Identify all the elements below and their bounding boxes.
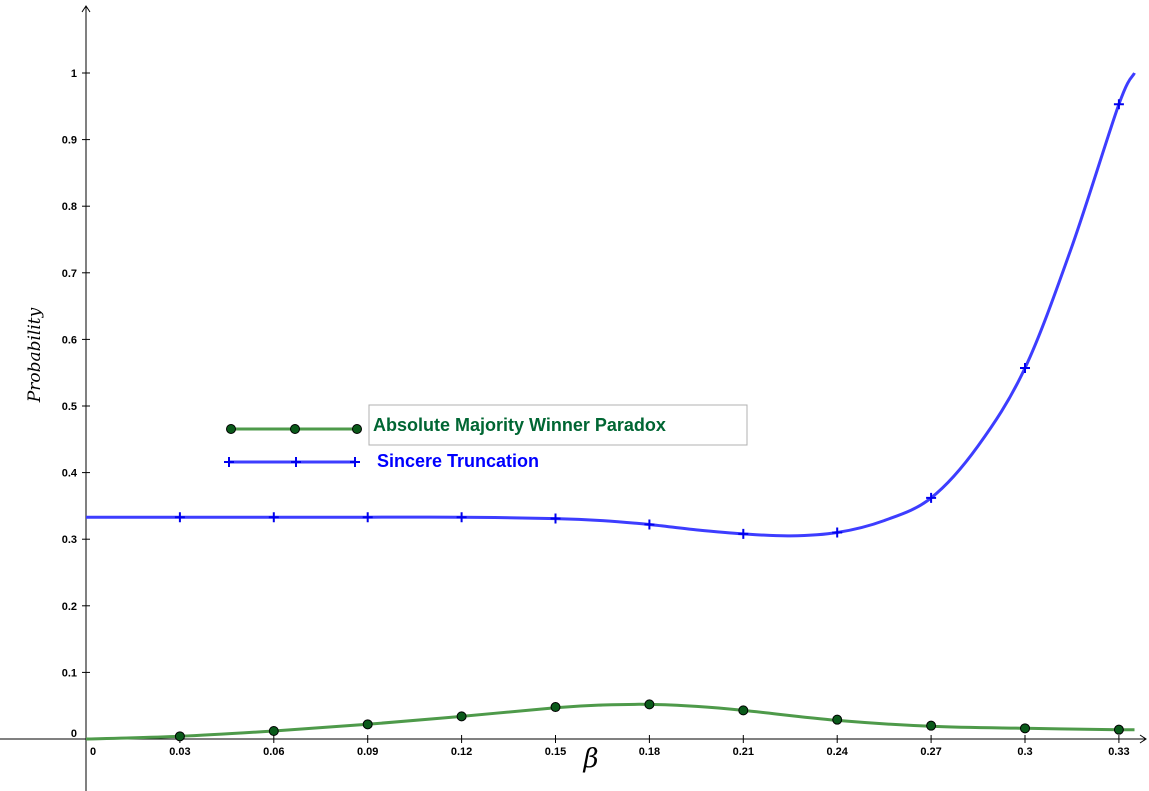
- y-tick-label: 0.2: [62, 601, 77, 613]
- legend-blue-marker: [224, 457, 234, 467]
- data-point-sincere-truncation: [1020, 363, 1030, 374]
- data-point-sincere-truncation: [738, 528, 749, 539]
- x-tick-label: 0.09: [357, 746, 378, 758]
- x-ticks: 0 0.03 0.06 0.09 0.12 0.15 0.18 0.21 0.24 0.27 0.3…: [85, 735, 1130, 758]
- y-tick-label: 1: [71, 68, 77, 80]
- y-tick-label: 0.7: [62, 268, 77, 280]
- legend-label-sincere-truncation: Sincere Truncation: [377, 451, 539, 471]
- data-point-absolute-majority: [1113, 724, 1124, 735]
- data-point-absolute-majority: [268, 726, 279, 737]
- data-point-absolute-majority: [550, 702, 561, 713]
- data-point-sincere-truncation: [1113, 99, 1124, 110]
- legend: Absolute Majority Winner Paradox Sincere…: [224, 404, 748, 471]
- y-tick-label: 0.1: [62, 667, 77, 679]
- x-tick-label: 0.21: [733, 746, 754, 758]
- y-axis-arrow-icon: [81, 5, 91, 13]
- x-tick-label: 0.33: [1108, 746, 1129, 758]
- x-tick-label: 0.15: [545, 746, 566, 758]
- data-point-sincere-truncation: [174, 512, 185, 523]
- x-tick-label: 0.18: [639, 746, 660, 758]
- y-tick-label: 0: [71, 728, 77, 740]
- x-tick-label: 0.24: [826, 746, 848, 758]
- x-axis-arrow-icon: [1139, 734, 1147, 744]
- data-point-absolute-majority: [1020, 723, 1030, 734]
- series-layer: [85, 72, 1136, 742]
- x-tick-label: 0.12: [451, 746, 472, 758]
- data-point-sincere-truncation: [926, 492, 937, 503]
- x-tick-label: 0.03: [169, 746, 190, 758]
- data-point-sincere-truncation: [268, 512, 279, 523]
- axes: [0, 5, 1147, 791]
- data-point-sincere-truncation: [550, 513, 561, 524]
- data-point-absolute-majority: [832, 714, 843, 725]
- y-tick-label: 0.8: [62, 201, 77, 213]
- y-tick-label: 0.6: [62, 334, 77, 346]
- data-point-absolute-majority: [456, 711, 467, 722]
- y-tick-label: 0.5: [62, 401, 77, 413]
- data-point-absolute-majority: [738, 705, 749, 716]
- y-ticks: 0 0.1 0.2 0.3 0.4 0.5 0.6 0.7 0.8 0.9 1: [62, 68, 90, 740]
- x-tick-label: 0.06: [263, 746, 284, 758]
- legend-green-marker: [226, 424, 236, 434]
- x-tick-label: 0.3: [1017, 746, 1032, 758]
- data-point-sincere-truncation: [362, 512, 373, 523]
- legend-label-absolute-majority: Absolute Majority Winner Paradox: [373, 415, 666, 435]
- y-tick-label: 0.4: [62, 468, 78, 480]
- data-point-absolute-majority: [362, 719, 373, 730]
- legend-blue-marker: [350, 457, 360, 467]
- data-point-absolute-majority: [174, 731, 185, 742]
- data-point-sincere-truncation: [832, 527, 843, 538]
- x-tick-label: 0.27: [920, 746, 941, 758]
- legend-green-marker: [290, 424, 300, 434]
- y-tick-label: 0.3: [62, 534, 77, 546]
- data-point-sincere-truncation: [456, 512, 467, 523]
- data-point-absolute-majority: [926, 720, 937, 731]
- y-axis-title: Probability: [25, 307, 45, 403]
- legend-blue-marker: [291, 457, 301, 467]
- data-point-absolute-majority: [644, 699, 655, 710]
- series-line-sincere-truncation: [85, 72, 1136, 538]
- data-point-sincere-truncation: [644, 519, 655, 530]
- y-tick-label: 0.9: [62, 135, 77, 147]
- series-line-absolute-majority: [85, 702, 1135, 741]
- x-tick-label: 0: [90, 746, 96, 758]
- x-axis-title: β: [582, 744, 598, 774]
- legend-label-frame: [368, 404, 748, 446]
- legend-green-marker: [352, 424, 362, 434]
